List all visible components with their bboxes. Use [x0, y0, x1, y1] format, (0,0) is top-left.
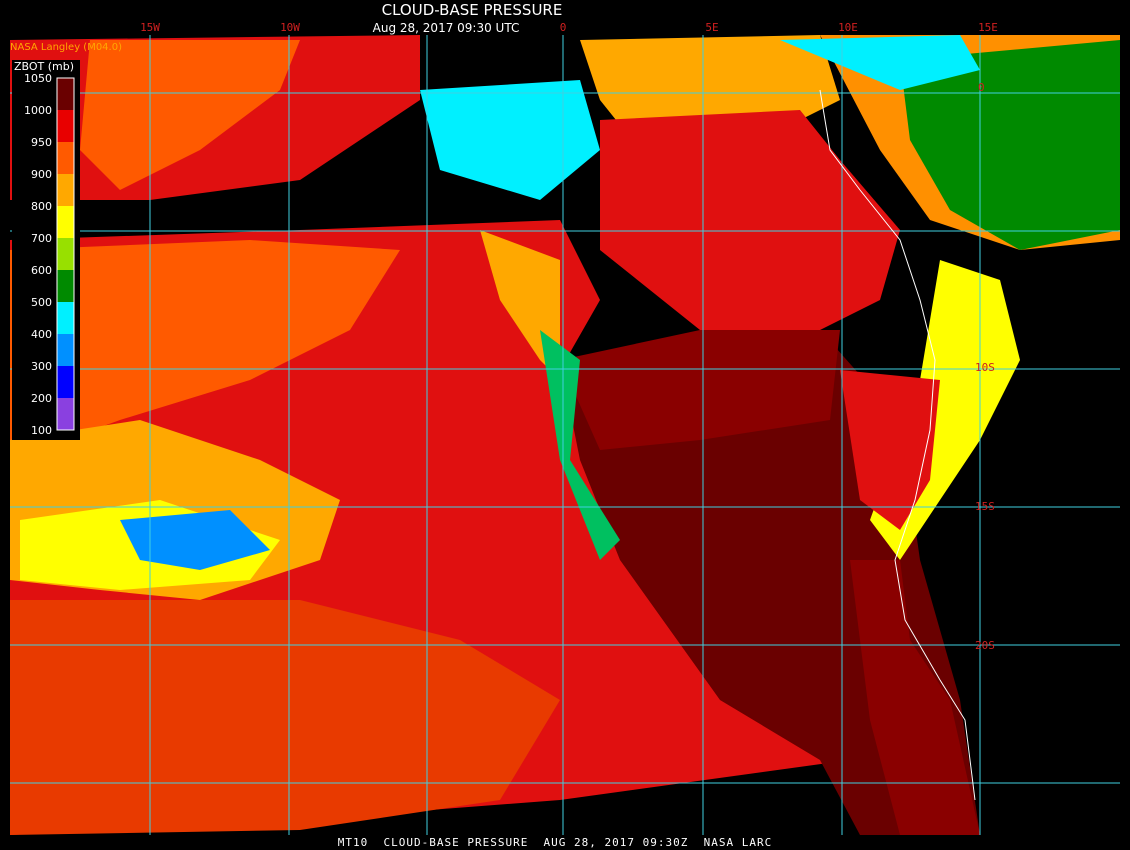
lon-label: 10W [280, 21, 300, 34]
legend-label: 800 [31, 200, 52, 213]
legend-label: 1050 [24, 72, 52, 85]
lon-label: 0 [560, 21, 567, 34]
legend-swatch [57, 398, 74, 430]
legend-swatch [57, 174, 74, 206]
lat-label: 15S [975, 500, 995, 513]
legend-label: 600 [31, 264, 52, 277]
legend-label: 900 [31, 168, 52, 181]
legend-label: 700 [31, 232, 52, 245]
legend-swatch [57, 206, 74, 238]
subtitle: Aug 28, 2017 09:30 UTC [373, 21, 520, 35]
lat-label: 0 [978, 81, 985, 94]
lat-label: 10S [975, 361, 995, 374]
legend-swatch [57, 270, 74, 302]
lat-label: 20S [975, 639, 995, 652]
legend-swatch [57, 334, 74, 366]
legend-label: 400 [31, 328, 52, 341]
legend-label: 200 [31, 392, 52, 405]
footer: MT10 CLOUD-BASE PRESSURE AUG 28, 2017 09… [338, 836, 773, 849]
legend-swatch [57, 238, 74, 270]
footer-bar [0, 836, 1130, 850]
grid-labels: 15W 10W 0 5E 10E 15E 0 10S 15S 20S [140, 21, 998, 652]
legend-swatch [57, 142, 74, 174]
legend-swatch [57, 302, 74, 334]
coastline [819, 89, 976, 801]
legend-swatch [57, 366, 74, 398]
legend-label: 1000 [24, 104, 52, 117]
cloud-imagery [10, 35, 1120, 835]
lon-label: 10E [838, 21, 858, 34]
legend-swatch [57, 78, 74, 110]
legend-label: 100 [31, 424, 52, 437]
legend-title: ZBOT (mb) [14, 60, 74, 73]
lon-label: 5E [705, 21, 718, 34]
legend-label: 300 [31, 360, 52, 373]
lon-label: 15W [140, 21, 160, 34]
legend-frame [56, 77, 75, 431]
legend-label: 500 [31, 296, 52, 309]
legend: ZBOT (mb) 1050 1000 950 900 800 700 600 500 400 3… [12, 60, 80, 440]
lon-label: 15E [978, 21, 998, 34]
legend-swatch [57, 110, 74, 142]
graticule [10, 35, 1120, 835]
source-label: NASA Langley (M04.0) [10, 42, 122, 53]
title: CLOUD-BASE PRESSURE [382, 1, 563, 19]
legend-label: 950 [31, 136, 52, 149]
